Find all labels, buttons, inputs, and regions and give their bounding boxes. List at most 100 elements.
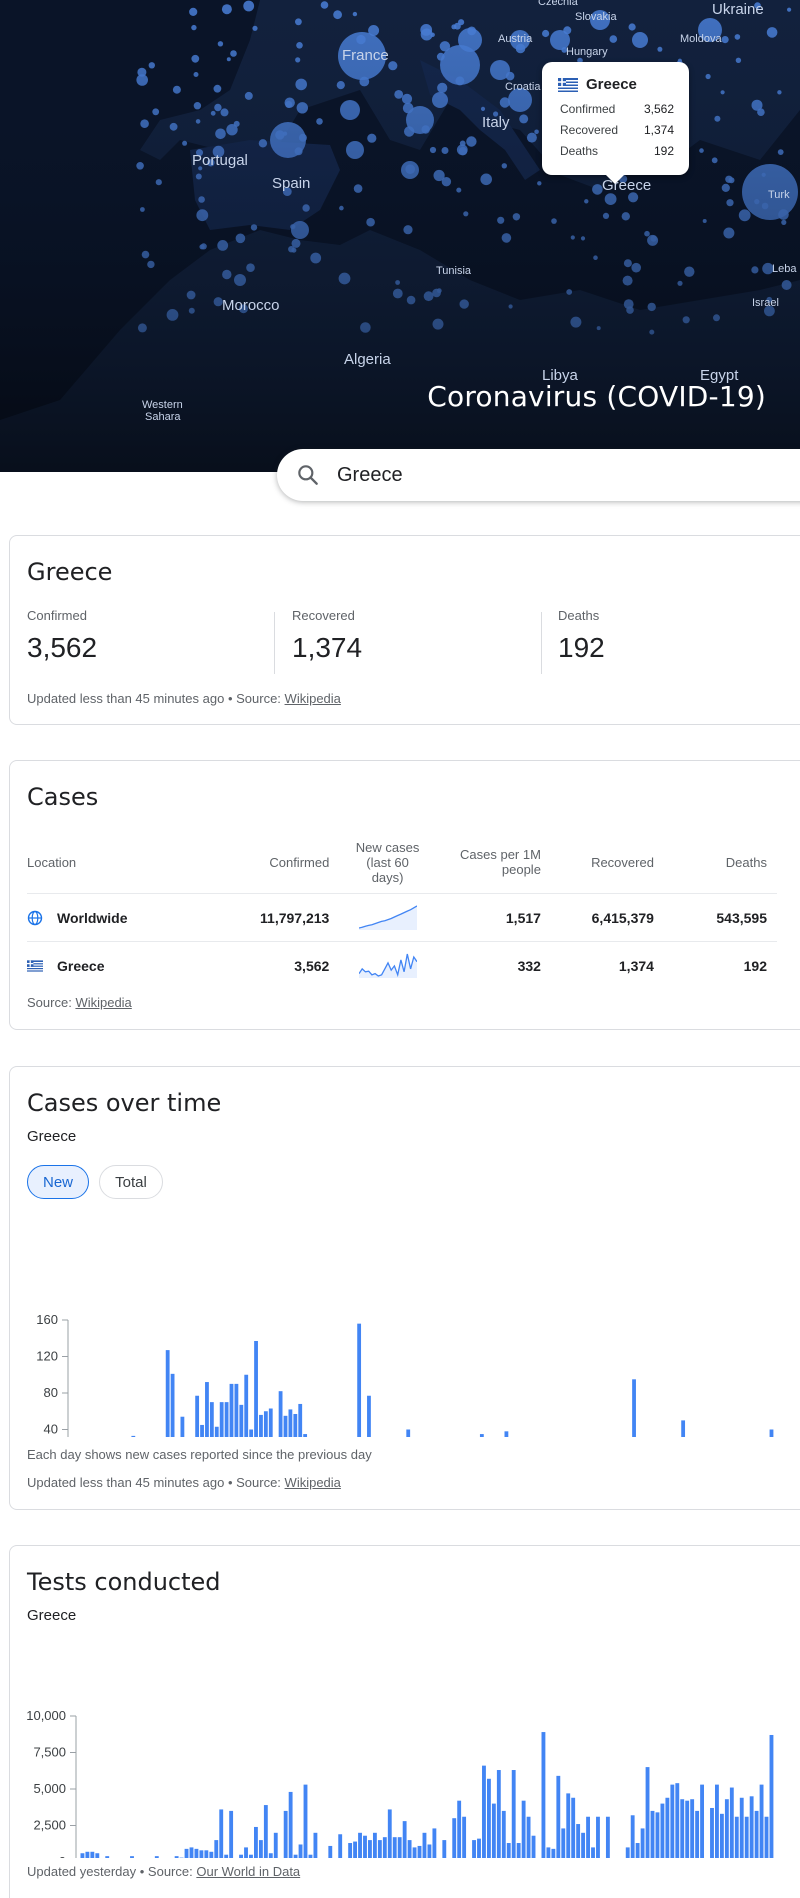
chart-bar[interactable] [224,1854,229,1858]
chart-bar[interactable] [556,1775,561,1858]
chart-bar[interactable] [769,1734,774,1858]
chart-bar[interactable] [180,1416,185,1437]
chart-bar[interactable] [200,1424,204,1437]
chart-bar[interactable] [655,1812,660,1858]
chart-bar[interactable] [432,1828,437,1858]
chart-bar[interactable] [729,1787,734,1858]
chart-bar[interactable] [516,1843,521,1858]
chart-bar[interactable] [199,1850,204,1858]
chart-bar[interactable] [680,1799,685,1858]
chart-bar[interactable] [739,1797,744,1858]
chart-bar[interactable] [506,1843,511,1858]
chart-bar[interactable] [690,1799,695,1858]
chart-bar[interactable] [724,1799,729,1858]
chart-bar[interactable] [734,1816,739,1858]
chart-bar[interactable] [258,1840,263,1858]
chart-bar[interactable] [353,1841,357,1858]
chart-bar[interactable] [368,1840,372,1858]
chart-bar[interactable] [131,1435,136,1437]
chart-bar[interactable] [681,1420,686,1437]
chart-bar[interactable] [586,1816,590,1858]
chart-bar[interactable] [670,1784,675,1858]
chart-bar[interactable] [105,1856,110,1858]
chip-total[interactable]: Total [99,1165,163,1199]
source-link[interactable]: Wikipedia [75,995,132,1010]
chart-bar[interactable] [427,1844,432,1858]
source-link[interactable]: Our World in Data [196,1864,301,1879]
chart-bar[interactable] [273,1832,278,1858]
chart-bar[interactable] [224,1402,229,1437]
search-icon[interactable] [295,462,321,488]
chart-bar[interactable] [715,1784,719,1858]
chart-bar[interactable] [695,1810,700,1858]
chart-bar[interactable] [288,1409,293,1437]
chart-bar[interactable] [358,1832,362,1858]
search-box[interactable] [277,449,800,501]
chart-bar[interactable] [482,1765,486,1858]
chart-bar[interactable] [625,1847,630,1858]
chart-bar[interactable] [174,1856,179,1858]
chart-bar[interactable] [769,1429,774,1438]
chart-bar[interactable] [214,1840,219,1858]
chart-bar[interactable] [387,1809,392,1858]
chart-bar[interactable] [406,1429,411,1438]
chart-bar[interactable] [645,1767,650,1858]
chart-bar[interactable] [249,1854,253,1858]
chart-bar[interactable] [710,1807,714,1858]
chart-bar[interactable] [605,1816,610,1858]
cases-bar-chart[interactable]: 04080120160Mar 1, 2020Apr 1, 2020May 1, … [10,1237,790,1437]
chart-bar[interactable] [561,1828,566,1858]
chart-bar[interactable] [632,1379,636,1437]
chart-bar[interactable] [764,1816,769,1858]
chart-bar[interactable] [685,1800,690,1858]
chart-bar[interactable] [229,1383,234,1437]
chart-bar[interactable] [397,1837,402,1858]
chart-bar[interactable] [571,1797,576,1858]
chart-bar[interactable] [402,1821,407,1858]
chart-bar[interactable] [749,1796,754,1858]
chart-bar[interactable] [412,1847,417,1858]
chart-bar[interactable] [417,1845,422,1858]
chart-bar[interactable] [313,1832,318,1858]
chip-new[interactable]: New [27,1165,89,1199]
chart-bar[interactable] [328,1845,333,1858]
chart-bar[interactable] [293,1854,298,1858]
chart-bar[interactable] [234,1383,239,1437]
chart-bar[interactable] [80,1853,85,1858]
chart-bar[interactable] [95,1853,100,1858]
source-link[interactable]: Wikipedia [284,691,341,706]
table-row[interactable]: Worldwide 11,797,213 1,517 6,415,379 543… [27,893,777,942]
chart-bar[interactable] [204,1850,209,1858]
chart-bar[interactable] [531,1835,536,1858]
source-link[interactable]: Wikipedia [284,1475,341,1490]
chart-bar[interactable] [219,1809,224,1858]
chart-bar[interactable] [254,1340,258,1437]
chart-bar[interactable] [195,1395,200,1437]
table-row[interactable]: Greece 3,562 332 1,374 192 [27,941,777,989]
chart-bar[interactable] [526,1816,531,1858]
chart-bar[interactable] [209,1851,214,1858]
chart-bar[interactable] [479,1434,484,1437]
chart-bar[interactable] [630,1815,635,1858]
chart-bar[interactable] [214,1426,219,1437]
chart-bar[interactable] [154,1856,159,1858]
chart-bar[interactable] [521,1800,526,1858]
chart-bar[interactable] [367,1395,371,1437]
chart-bar[interactable] [189,1847,194,1858]
chart-bar[interactable] [442,1840,447,1858]
chart-bar[interactable] [665,1797,670,1858]
chart-bar[interactable] [219,1402,224,1437]
chart-bar[interactable] [229,1810,234,1858]
chart-bar[interactable] [660,1803,665,1858]
chart-bar[interactable] [491,1803,496,1858]
chart-bar[interactable] [263,1805,268,1858]
chart-bar[interactable] [650,1810,655,1858]
chart-bar[interactable] [244,1374,249,1437]
chart-bar[interactable] [303,1784,308,1858]
chart-bar[interactable] [363,1835,367,1858]
chart-bar[interactable] [591,1847,595,1858]
chart-bar[interactable] [511,1770,516,1858]
chart-bar[interactable] [392,1837,397,1858]
chart-bar[interactable] [576,1824,581,1858]
